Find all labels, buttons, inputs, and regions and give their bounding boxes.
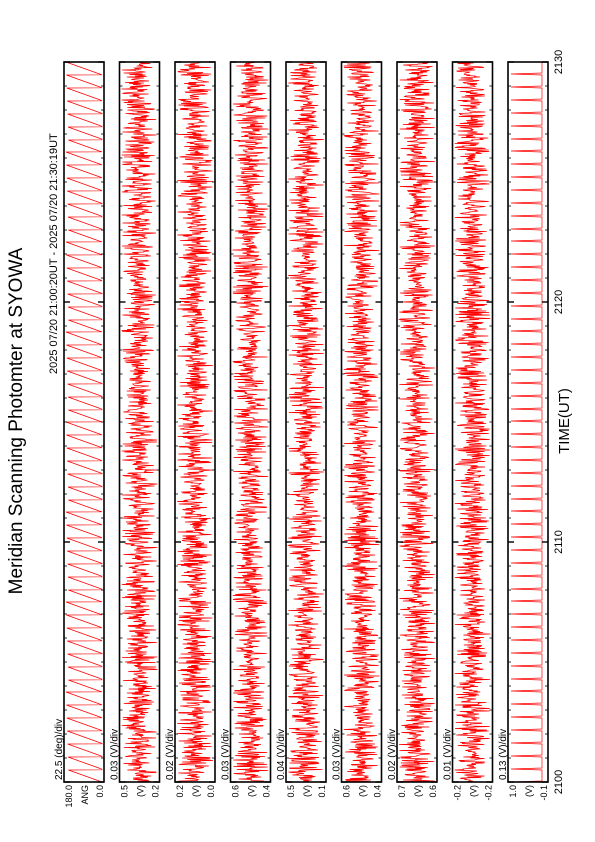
panel-1-ylabel: ANG xyxy=(80,785,90,805)
panel-5-scale-label: 0.04 (V)/div xyxy=(276,729,287,780)
panel-4-trace xyxy=(232,61,269,783)
panel-4-ytick-high: 0.6 xyxy=(231,785,241,798)
panel-5-ylabel: (V) xyxy=(302,785,312,797)
panel-3-ylabel: (V) xyxy=(191,785,201,797)
panel-7-scale-label: 0.02 (V)/div xyxy=(387,729,398,780)
panel-1-trace xyxy=(65,61,104,783)
panel-3-ytick-high: 0.2 xyxy=(175,785,185,798)
panel-6-scale-label: 0.03 (V)/div xyxy=(332,729,343,780)
panel-6-ylabel: (V) xyxy=(358,785,368,797)
panel-9-ylabel: (V) xyxy=(524,785,534,797)
panel-9-scale-label: 0.13 (V)/div xyxy=(498,729,509,780)
panel-4-scale-label: 0.03 (V)/div xyxy=(221,729,232,780)
x-tick-label: 2110 xyxy=(553,530,565,554)
panel-1-scale-label: 22.5 (deg)/div xyxy=(54,719,65,780)
panel-8-trace xyxy=(454,61,491,783)
panel-7-ytick-low: 0.6 xyxy=(428,785,438,798)
panel-3-trace xyxy=(177,61,214,783)
panel-8-ylabel: (V) xyxy=(469,785,479,797)
panel-7-trace xyxy=(397,61,435,783)
panel-8-ytick-low: -0.2 xyxy=(484,785,494,801)
panel-9-ytick-high: 1.0 xyxy=(508,785,518,798)
panel-5-trace xyxy=(286,61,324,783)
panel-7-ytick-high: 0.7 xyxy=(397,785,407,798)
panel-3-ytick-low: 0.0 xyxy=(206,785,216,798)
x-tick-label: 2100 xyxy=(553,770,565,794)
panel-3-scale-label: 0.02 (V)/div xyxy=(165,729,176,780)
panel-8-scale-label: 0.01 (V)/div xyxy=(443,729,454,780)
panel-2-ylabel: (V) xyxy=(136,785,146,797)
panel-4-ylabel: (V) xyxy=(247,785,257,797)
x-axis-label: TIME(UT) xyxy=(556,388,573,454)
x-tick-label: 2130 xyxy=(553,50,565,74)
panel-7-ylabel: (V) xyxy=(413,785,423,797)
x-tick-label: 2120 xyxy=(553,290,565,314)
panel-6-ytick-high: 0.6 xyxy=(342,785,352,798)
panel-4-ytick-low: 0.4 xyxy=(262,785,272,798)
panel-2-ytick-low: 0.2 xyxy=(151,785,161,798)
panel-2-ytick-high: 0.5 xyxy=(120,785,130,798)
panel-6-trace xyxy=(343,61,380,783)
panel-6-ytick-low: 0.4 xyxy=(373,785,383,798)
panel-2-trace xyxy=(121,61,158,783)
panel-1-ytick-low: 0.0 xyxy=(95,785,105,798)
panel-2-scale-label: 0.03 (V)/div xyxy=(110,729,121,780)
panel-9-trace xyxy=(510,62,543,783)
panel-5-ytick-low: 0.1 xyxy=(317,785,327,798)
panel-5-ytick-high: 0.5 xyxy=(286,785,296,798)
panel-9-ytick-low: -0.1 xyxy=(539,785,549,801)
panel-1-ytick-high: 180.0 xyxy=(64,785,74,808)
panel-8-ytick-high: -0.2 xyxy=(453,785,463,801)
